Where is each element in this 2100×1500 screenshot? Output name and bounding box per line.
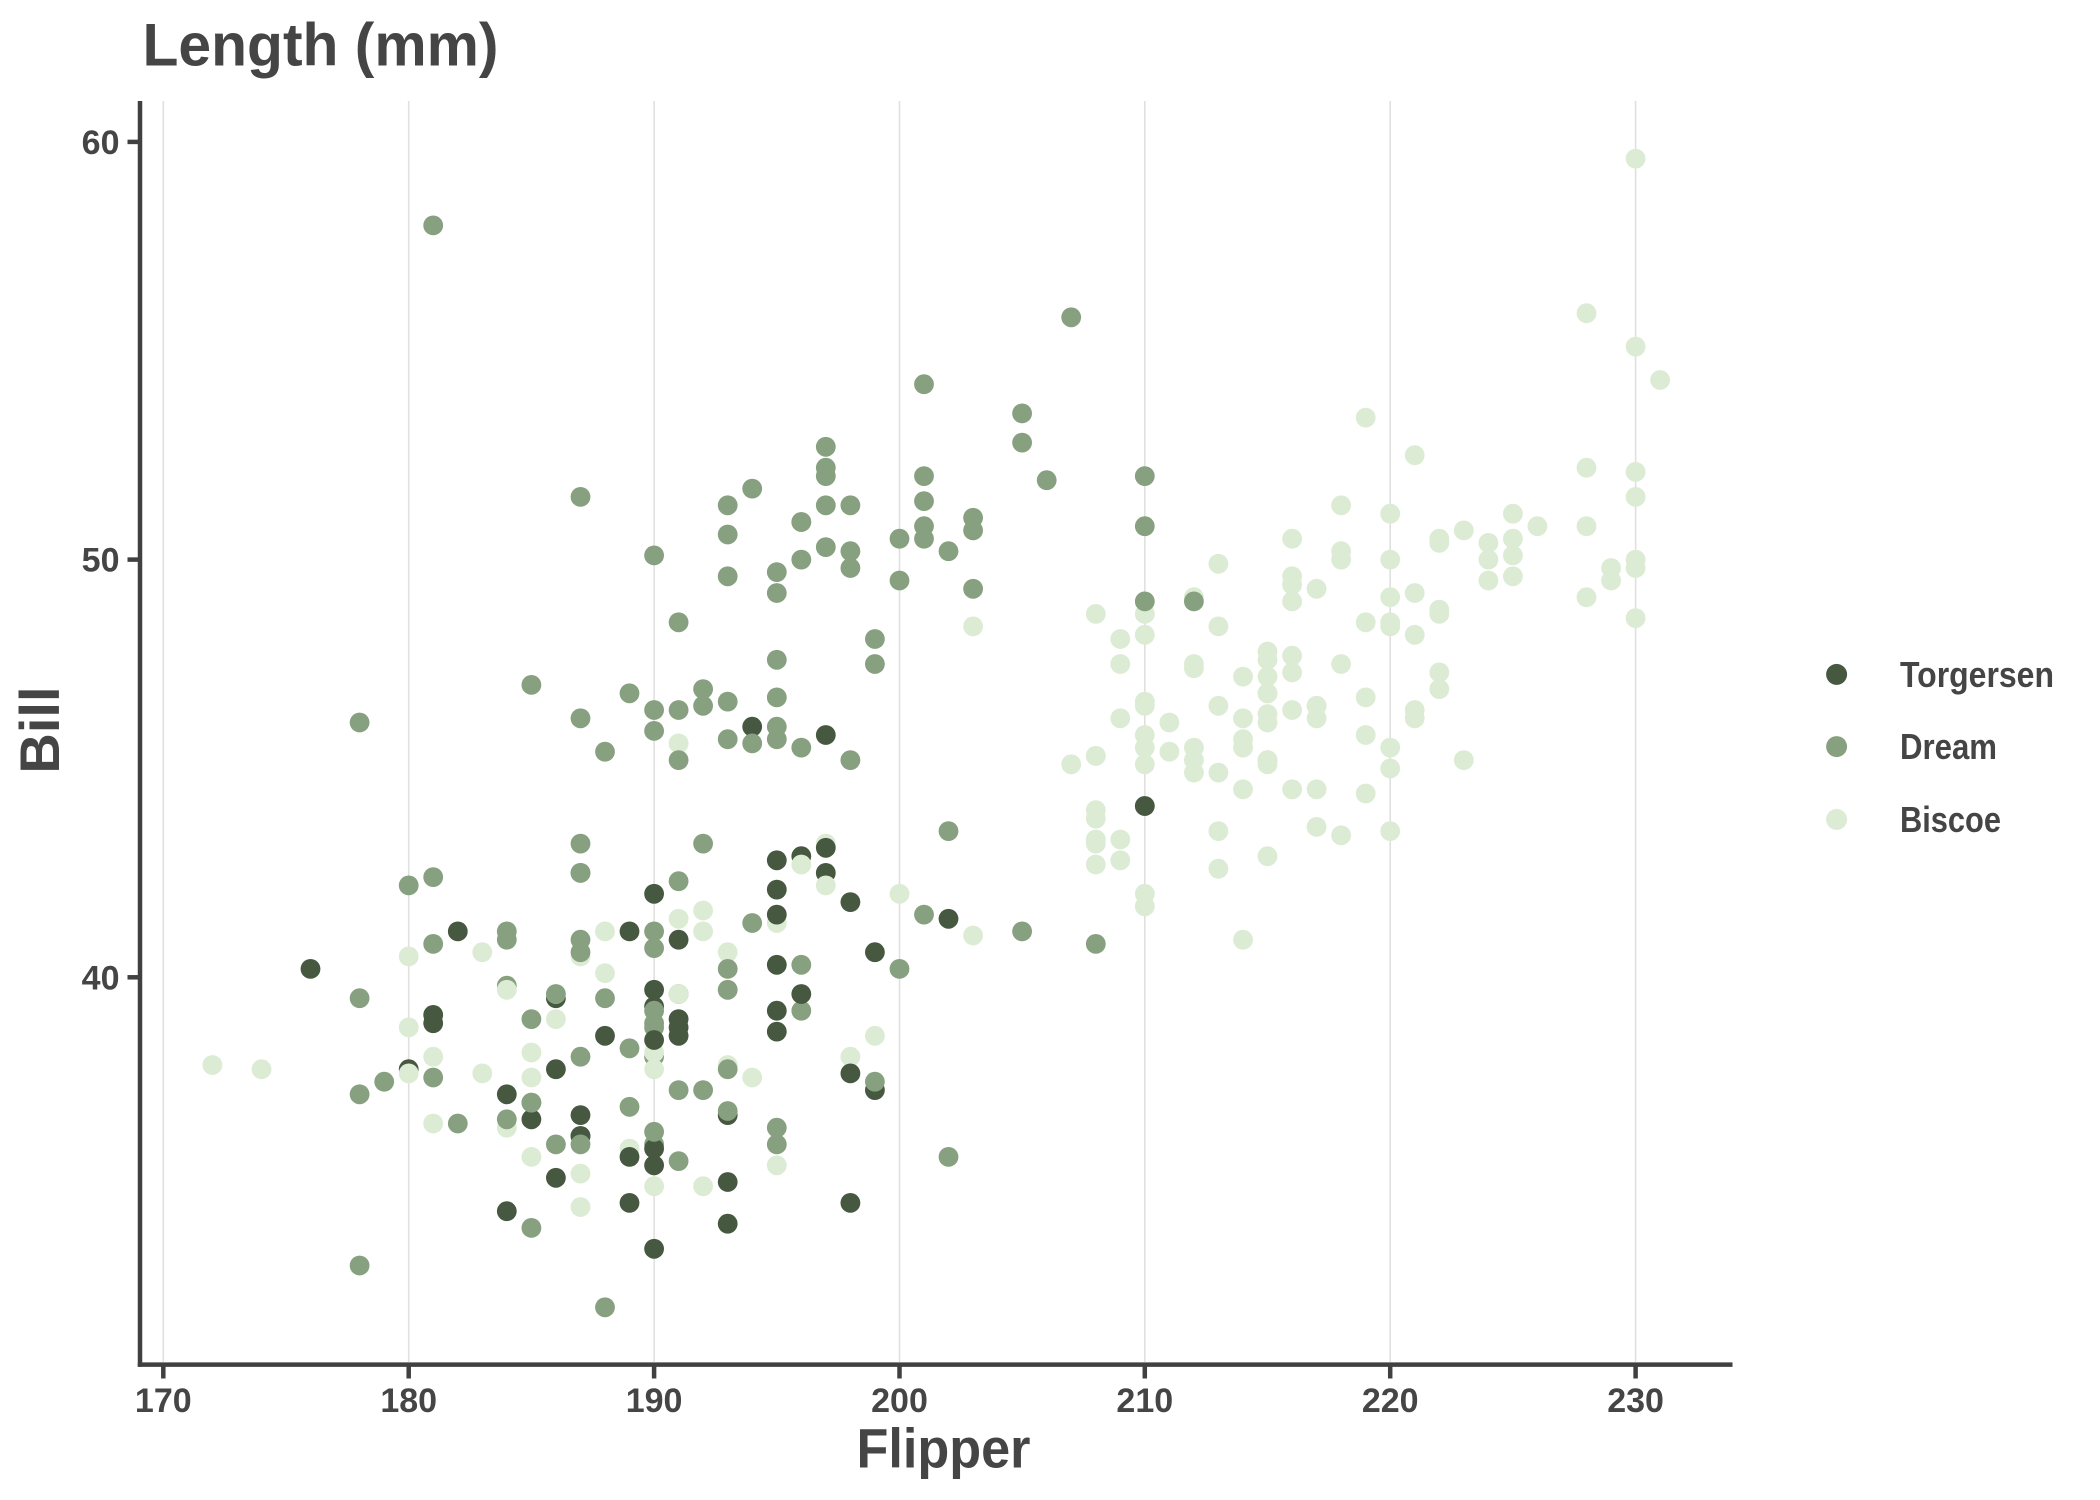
svg-text:200: 200	[871, 1382, 928, 1420]
svg-text:180: 180	[380, 1382, 437, 1420]
svg-text:Dream: Dream	[1900, 726, 1997, 767]
svg-text:170: 170	[135, 1382, 192, 1420]
svg-text:Torgersen: Torgersen	[1900, 654, 2054, 695]
svg-text:Flipper: Flipper	[857, 1417, 1031, 1480]
svg-text:190: 190	[626, 1382, 683, 1420]
svg-text:210: 210	[1116, 1382, 1173, 1420]
svg-text:60: 60	[82, 124, 120, 162]
svg-text:50: 50	[82, 542, 120, 580]
svg-text:Length (mm): Length (mm)	[143, 12, 499, 79]
svg-text:Bill: Bill	[8, 686, 71, 773]
svg-text:220: 220	[1362, 1382, 1419, 1420]
svg-text:230: 230	[1607, 1382, 1664, 1420]
svg-text:Biscoe: Biscoe	[1900, 799, 2001, 840]
svg-text:40: 40	[82, 959, 120, 997]
